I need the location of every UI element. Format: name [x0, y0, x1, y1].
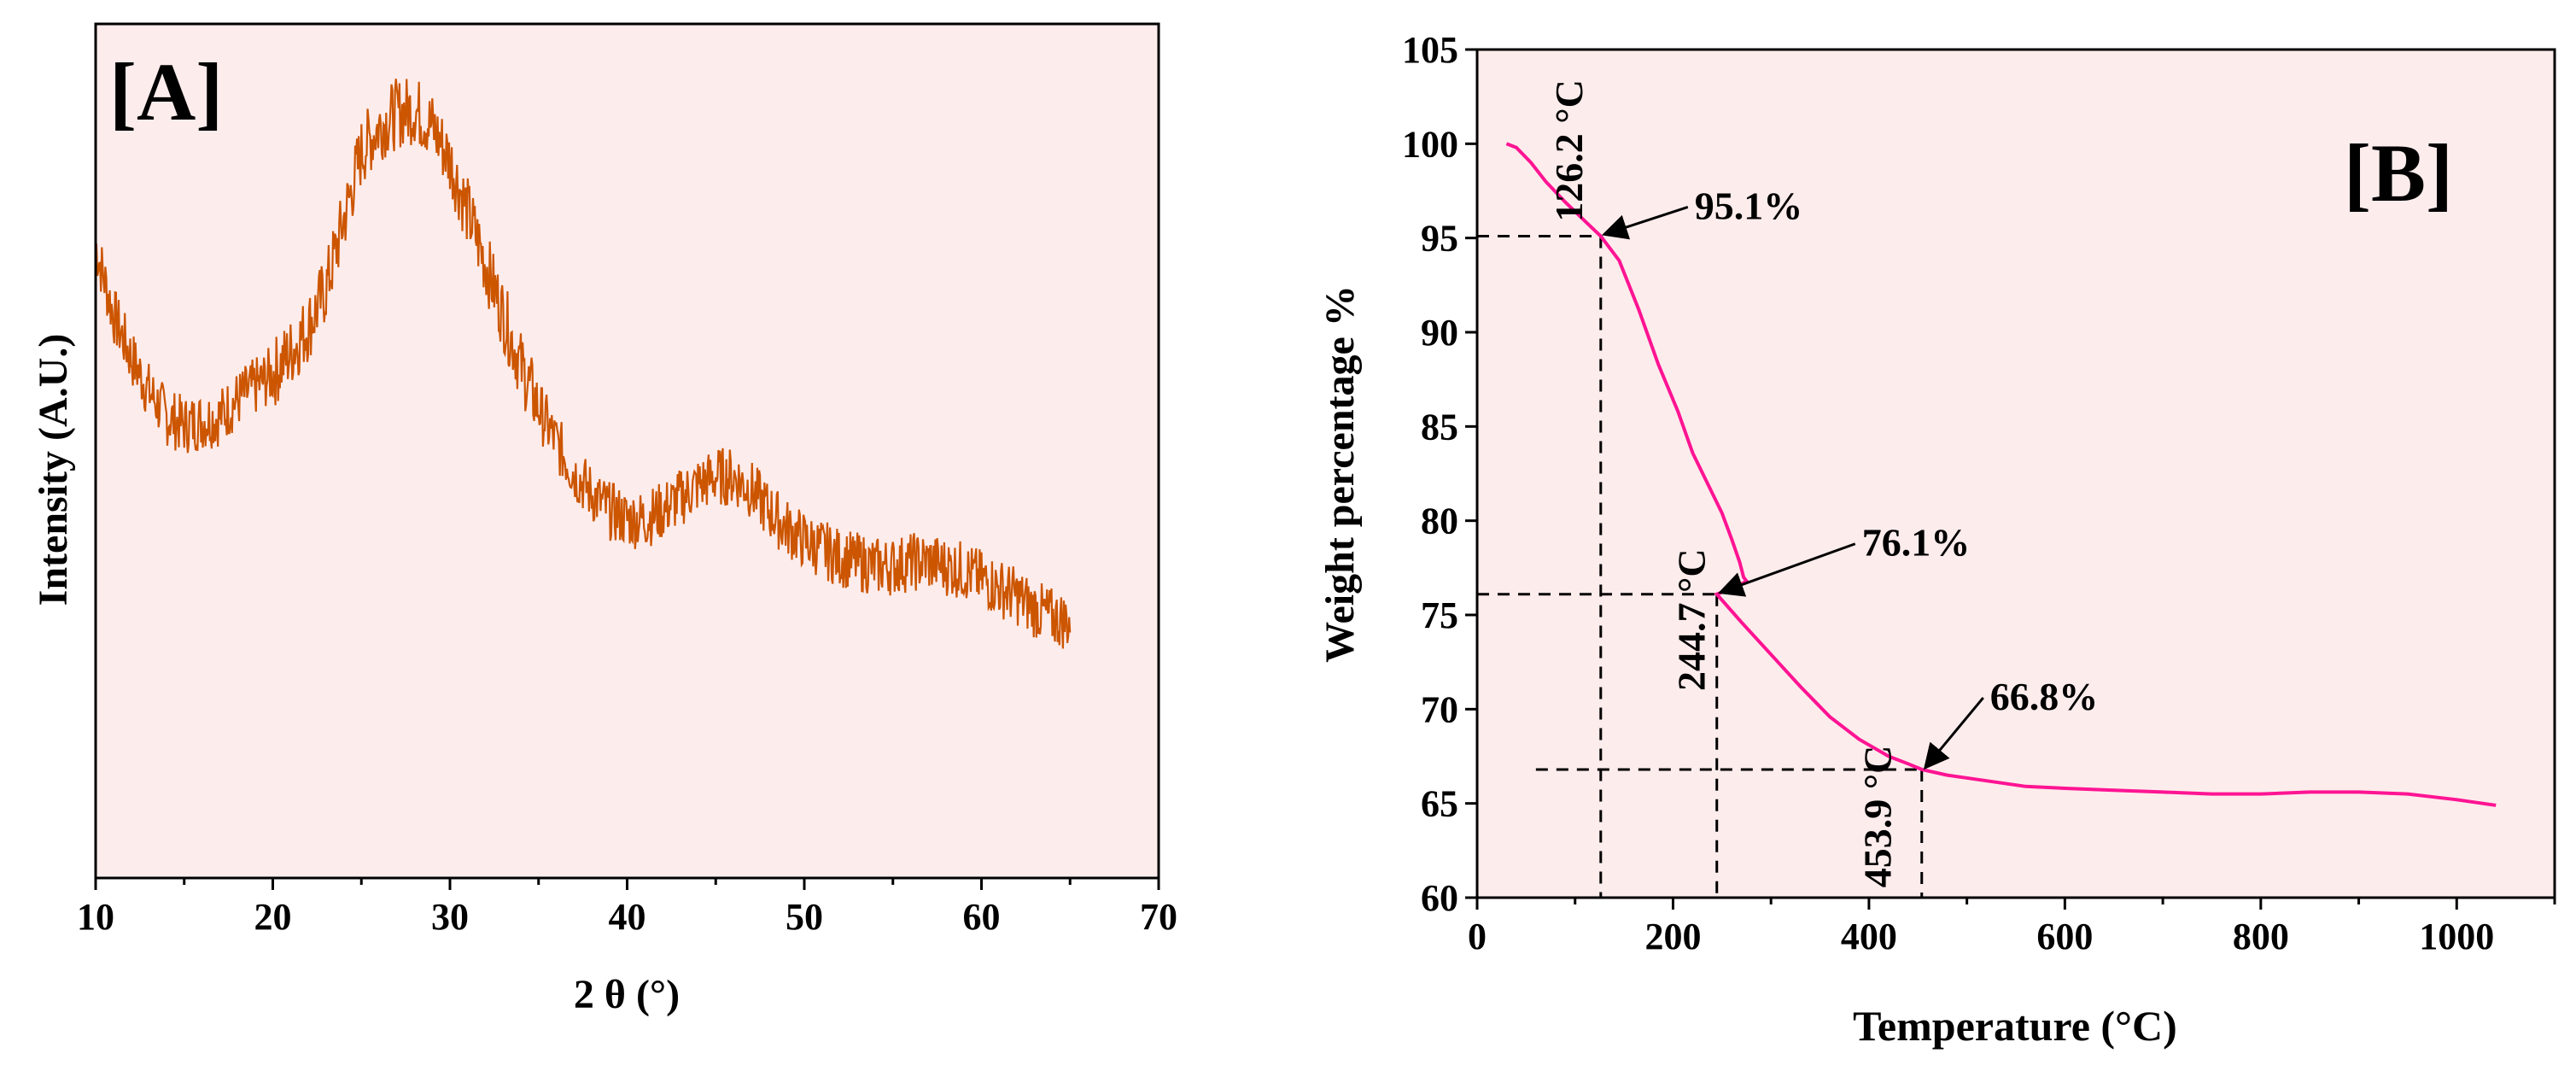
- panel-a: 10 20 30 40 50 60 70 [A] 2 θ (°) Intensity (A.…: [31, 22, 1177, 1017]
- panel-a-xrd-line: [95, 79, 1072, 649]
- panel-b-x-tick-label: 1000: [2419, 916, 2494, 957]
- panel-b-x-axis-label: Temperature (°C): [1853, 1002, 2177, 1050]
- panel-a-x-axis-label: 2 θ (°): [574, 972, 680, 1017]
- panel-a-frame: [94, 22, 1160, 880]
- panel-b-y-tick-label: 60: [1421, 877, 1458, 919]
- panel-a-x-tick-label: 10: [77, 896, 114, 938]
- panel-b-x-tick-label: 400: [1841, 916, 1897, 957]
- panel-b-frame: [1475, 48, 2556, 899]
- panel-b-y-tick-label: 85: [1421, 406, 1458, 448]
- panel-b-y-tick-label: 100: [1402, 123, 1458, 165]
- panel-a-label: [A]: [109, 46, 223, 138]
- panel-b-y-tick-label: 75: [1421, 594, 1458, 636]
- panel-b-y-axis-label: Weight percentage %: [1317, 285, 1363, 663]
- panel-b-x-tick-label: 0: [1468, 916, 1487, 957]
- panel-b-ticks: [1465, 48, 2556, 910]
- panel-b: 0 200 400 600 800 1000 60 65 70 75 80 85 90 95 100 105…: [1317, 29, 2556, 1050]
- panel-a-x-tick-label: 40: [609, 896, 646, 938]
- panel-b-y-tick-label: 105: [1402, 29, 1458, 71]
- panel-b-x-tick-label: 800: [2233, 916, 2289, 957]
- panel-b-y-tick-label: 70: [1421, 688, 1458, 730]
- panel-b-annotation-arrow: [1601, 206, 1689, 240]
- panel-b-y-tick-label: 65: [1421, 783, 1458, 825]
- panel-b-y-tick-label: 95: [1421, 218, 1458, 260]
- panel-b-annotation-percent: 76.1%: [1862, 521, 1971, 565]
- panel-b-annotations: 95.1% 126.2 °C 76.1% 244.7 °C 66.8% 453.9 °C: [1547, 79, 2098, 887]
- panel-b-annotation-temperature: 453.9 °C: [1856, 746, 1900, 888]
- panel-a-x-ticks: [94, 878, 1160, 890]
- panel-b-y-tick-label: 90: [1421, 312, 1458, 354]
- panel-a-y-axis-label: Intensity (A.U.): [31, 334, 76, 606]
- panel-a-x-tick-labels: 10 20 30 40 50 60 70: [77, 896, 1177, 938]
- panel-b-label: [B]: [2344, 127, 2453, 219]
- panel-b-plot-area: [1477, 50, 2555, 898]
- panel-b-annotation-arrow: [1717, 542, 1856, 597]
- panel-b-annotation-arrow: [1923, 696, 1984, 770]
- panel-b-x-tick-label: 600: [2036, 916, 2093, 957]
- panel-a-x-tick-label: 60: [963, 896, 1001, 938]
- panel-b-x-tick-label: 200: [1644, 916, 1701, 957]
- panel-b-dashed-guides: [1477, 234, 1924, 898]
- panel-a-plot-area: [96, 24, 1159, 878]
- panel-a-x-tick-label: 50: [786, 896, 823, 938]
- panel-b-x-tick-labels: 0 200 400 600 800 1000: [1468, 916, 2494, 957]
- panel-b-annotation-temperature: 126.2 °C: [1547, 79, 1591, 222]
- panel-b-tga-curve: [1505, 142, 2497, 807]
- panel-b-annotation-percent: 95.1%: [1695, 184, 1802, 227]
- panel-a-x-tick-label: 20: [254, 896, 292, 938]
- panel-b-annotation-percent: 66.8%: [1990, 675, 2099, 718]
- panel-b-y-tick-labels: 60 65 70 75 80 85 90 95 100 105: [1402, 29, 1458, 919]
- panel-a-x-tick-label: 30: [431, 896, 469, 938]
- panel-b-annotation-temperature: 244.7 °C: [1670, 548, 1714, 691]
- panel-a-x-tick-label: 70: [1140, 896, 1177, 938]
- panel-b-y-tick-label: 80: [1421, 500, 1458, 542]
